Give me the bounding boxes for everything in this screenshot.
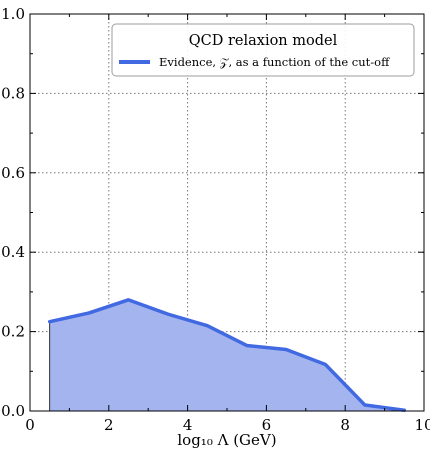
y-tick-label: 0.4 xyxy=(1,243,25,261)
x-tick-label: 0 xyxy=(25,416,35,434)
tick-labels: 0 2 4 6 8 10 0.0 0.2 0.4 0.6 0.8 1.0 xyxy=(1,5,430,434)
y-tick-label: 0.0 xyxy=(1,402,25,420)
x-tick-label: 10 xyxy=(414,416,430,434)
series-line xyxy=(47,298,407,412)
x-tick-label: 2 xyxy=(104,416,114,434)
y-tick-label: 0.2 xyxy=(1,323,25,341)
ticks xyxy=(29,13,425,412)
x-tick-label: 8 xyxy=(340,416,350,434)
y-tick-label: 0.6 xyxy=(1,164,25,182)
x-tick-label: 4 xyxy=(183,416,193,434)
grid xyxy=(30,14,424,411)
x-tick-label: 6 xyxy=(262,416,272,434)
legend-title: QCD relaxion model xyxy=(189,33,338,49)
series-fill xyxy=(49,299,405,411)
legend: QCD relaxion model Evidence, 𝒵, as a fun… xyxy=(111,23,415,77)
y-tick-label: 0.8 xyxy=(1,84,25,102)
y-tick-label: 1.0 xyxy=(1,5,25,23)
series-area xyxy=(47,298,407,412)
legend-box xyxy=(111,23,415,77)
legend-entry-label: Evidence, 𝒵, as a function of the cut-of… xyxy=(159,55,390,69)
x-axis-label: log₁₀ Λ (GeV) xyxy=(177,431,276,449)
